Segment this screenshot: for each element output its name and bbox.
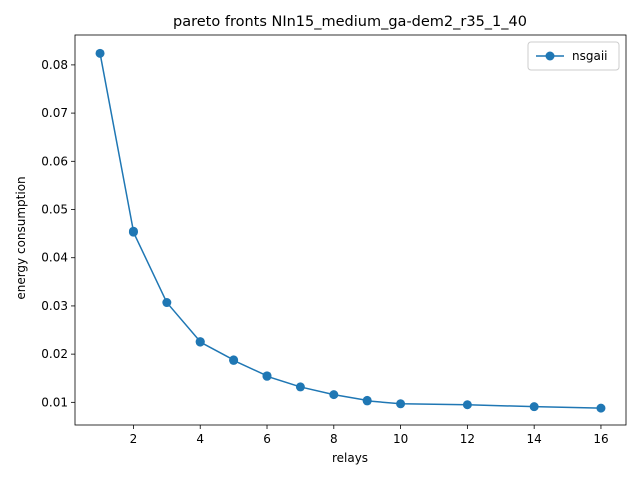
x-tick-label: 8 (330, 432, 338, 446)
y-tick-label: 0.05 (41, 203, 68, 217)
y-tick-label: 0.03 (41, 299, 68, 313)
x-tick-label: 6 (263, 432, 271, 446)
axes-frame (74, 34, 627, 426)
data-point (329, 390, 339, 400)
axes: 2 4 6 8 10 12 14 16 0.01 0.02 0.03 0.04 0.05 0.06 0.07… (41, 34, 627, 446)
x-tick-label: 14 (527, 432, 542, 446)
data-point (362, 396, 372, 406)
data-point (229, 355, 239, 365)
data-point (596, 403, 606, 413)
legend-marker (545, 51, 555, 61)
data-point (529, 402, 539, 412)
y-tick-label: 0.06 (41, 154, 68, 168)
data-point (295, 382, 305, 392)
data-point (396, 399, 406, 409)
y-tick-label: 0.02 (41, 347, 68, 361)
x-tick-label: 16 (593, 432, 608, 446)
legend-entry-label: nsgaii (572, 49, 608, 63)
y-tick-label: 0.07 (41, 106, 68, 120)
x-axis-label: relays (332, 451, 368, 465)
y-tick-label: 0.04 (41, 251, 68, 265)
data-point (195, 337, 205, 347)
legend: nsgaii (527, 41, 620, 71)
y-tick-label: 0.08 (41, 58, 68, 72)
x-tick-label: 10 (393, 432, 408, 446)
y-axis-label: energy consumption (14, 176, 28, 299)
chart-title: pareto fronts NIn15_medium_ga-dem2_r35_1… (173, 14, 527, 30)
x-tick-label: 4 (196, 432, 204, 446)
data-point (95, 48, 105, 58)
data-point (262, 371, 272, 381)
legend-box (527, 41, 620, 71)
x-tick-label: 12 (460, 432, 475, 446)
y-tick-label: 0.01 (41, 395, 68, 409)
data-point (462, 400, 472, 410)
data-point (162, 298, 172, 308)
plot-area (95, 48, 606, 413)
data-point (128, 227, 138, 237)
x-tick-label: 2 (130, 432, 138, 446)
